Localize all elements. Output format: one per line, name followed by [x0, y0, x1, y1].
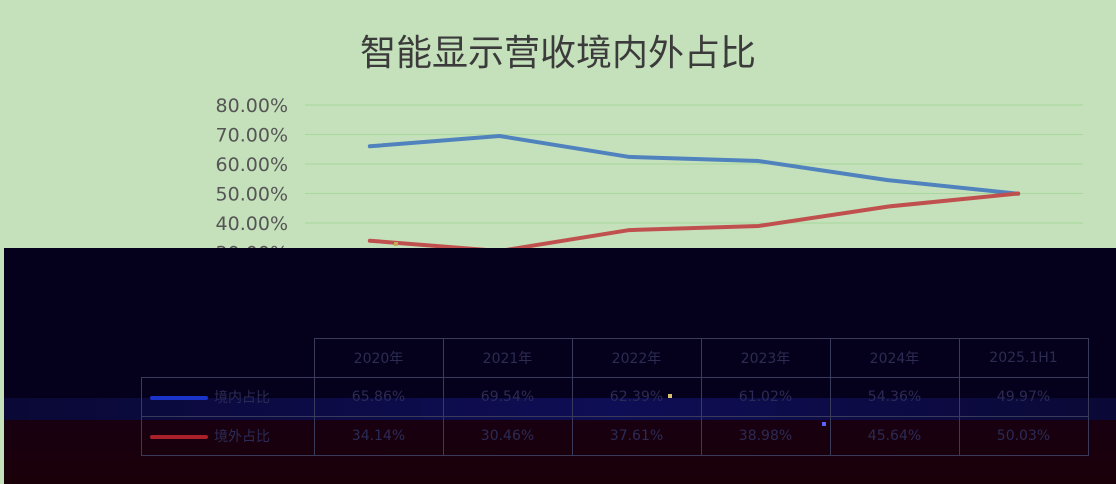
table-cell: 61.02% — [700, 377, 831, 417]
legend-label: 境外占比 — [214, 429, 270, 445]
data-point — [368, 239, 372, 243]
data-point — [757, 224, 761, 228]
table-header-cell: 2025.1H1 — [958, 338, 1089, 378]
table-header-cell: 2023年 — [700, 338, 831, 378]
glitch-speck — [394, 242, 398, 246]
table-row-domestic: 境内占比 65.86% 69.54% 62.39% 61.02% 54.36% … — [141, 377, 1089, 417]
table-cell: 34.14% — [313, 416, 444, 456]
data-point — [368, 144, 372, 148]
data-point — [627, 155, 631, 159]
data-point — [498, 134, 501, 138]
series-line-1 — [367, 191, 1021, 254]
y-tick-label: 50.00% — [216, 184, 288, 206]
data-point — [627, 228, 631, 232]
table-cell: 49.97% — [958, 377, 1089, 417]
y-tick-label: 60.00% — [216, 154, 288, 176]
table-header-cell: 2020年 — [313, 338, 444, 378]
table-cell: 30.46% — [442, 416, 573, 456]
y-tick-label: 80.00% — [216, 95, 288, 117]
data-point — [887, 204, 890, 208]
table-cell: 37.61% — [571, 416, 702, 456]
legend-entry-domestic: 境内占比 — [141, 377, 315, 417]
table-row-overseas: 境外占比 34.14% 30.46% 37.61% 38.98% 45.64% … — [141, 416, 1089, 456]
table-cell: 62.39% — [571, 377, 702, 417]
chart-title: 智能显示营收境内外占比 — [359, 33, 756, 74]
table-header-cell: 2022年 — [571, 338, 702, 378]
table-cell: 69.54% — [442, 377, 573, 417]
table-cell: 45.64% — [829, 416, 960, 456]
table-corner — [142, 339, 315, 378]
table-header-cell: 2024年 — [829, 338, 960, 378]
series-line-0 — [367, 133, 1021, 196]
table-cell: 65.86% — [313, 377, 444, 417]
data-point — [1016, 192, 1020, 195]
data-point — [887, 178, 890, 182]
table-header-row: 2020年 2021年 2022年 2023年 2024年 2025.1H1 — [142, 338, 1089, 378]
data-point — [757, 159, 761, 163]
legend-entry-overseas: 境外占比 — [141, 416, 315, 456]
data-table: 2020年 2021年 2022年 2023年 2024年 2025.1H1 境… — [141, 338, 1089, 456]
table-cell: 54.36% — [829, 377, 960, 417]
y-tick-label: 40.00% — [216, 213, 288, 235]
legend-swatch-red — [150, 435, 208, 439]
legend-swatch-blue — [150, 396, 208, 400]
table-cell: 50.03% — [958, 416, 1089, 456]
table-cell: 38.98% — [700, 416, 831, 456]
legend-label: 境内占比 — [214, 390, 270, 406]
table-header-cell: 2021年 — [442, 338, 573, 378]
y-tick-label: 70.00% — [216, 125, 288, 147]
